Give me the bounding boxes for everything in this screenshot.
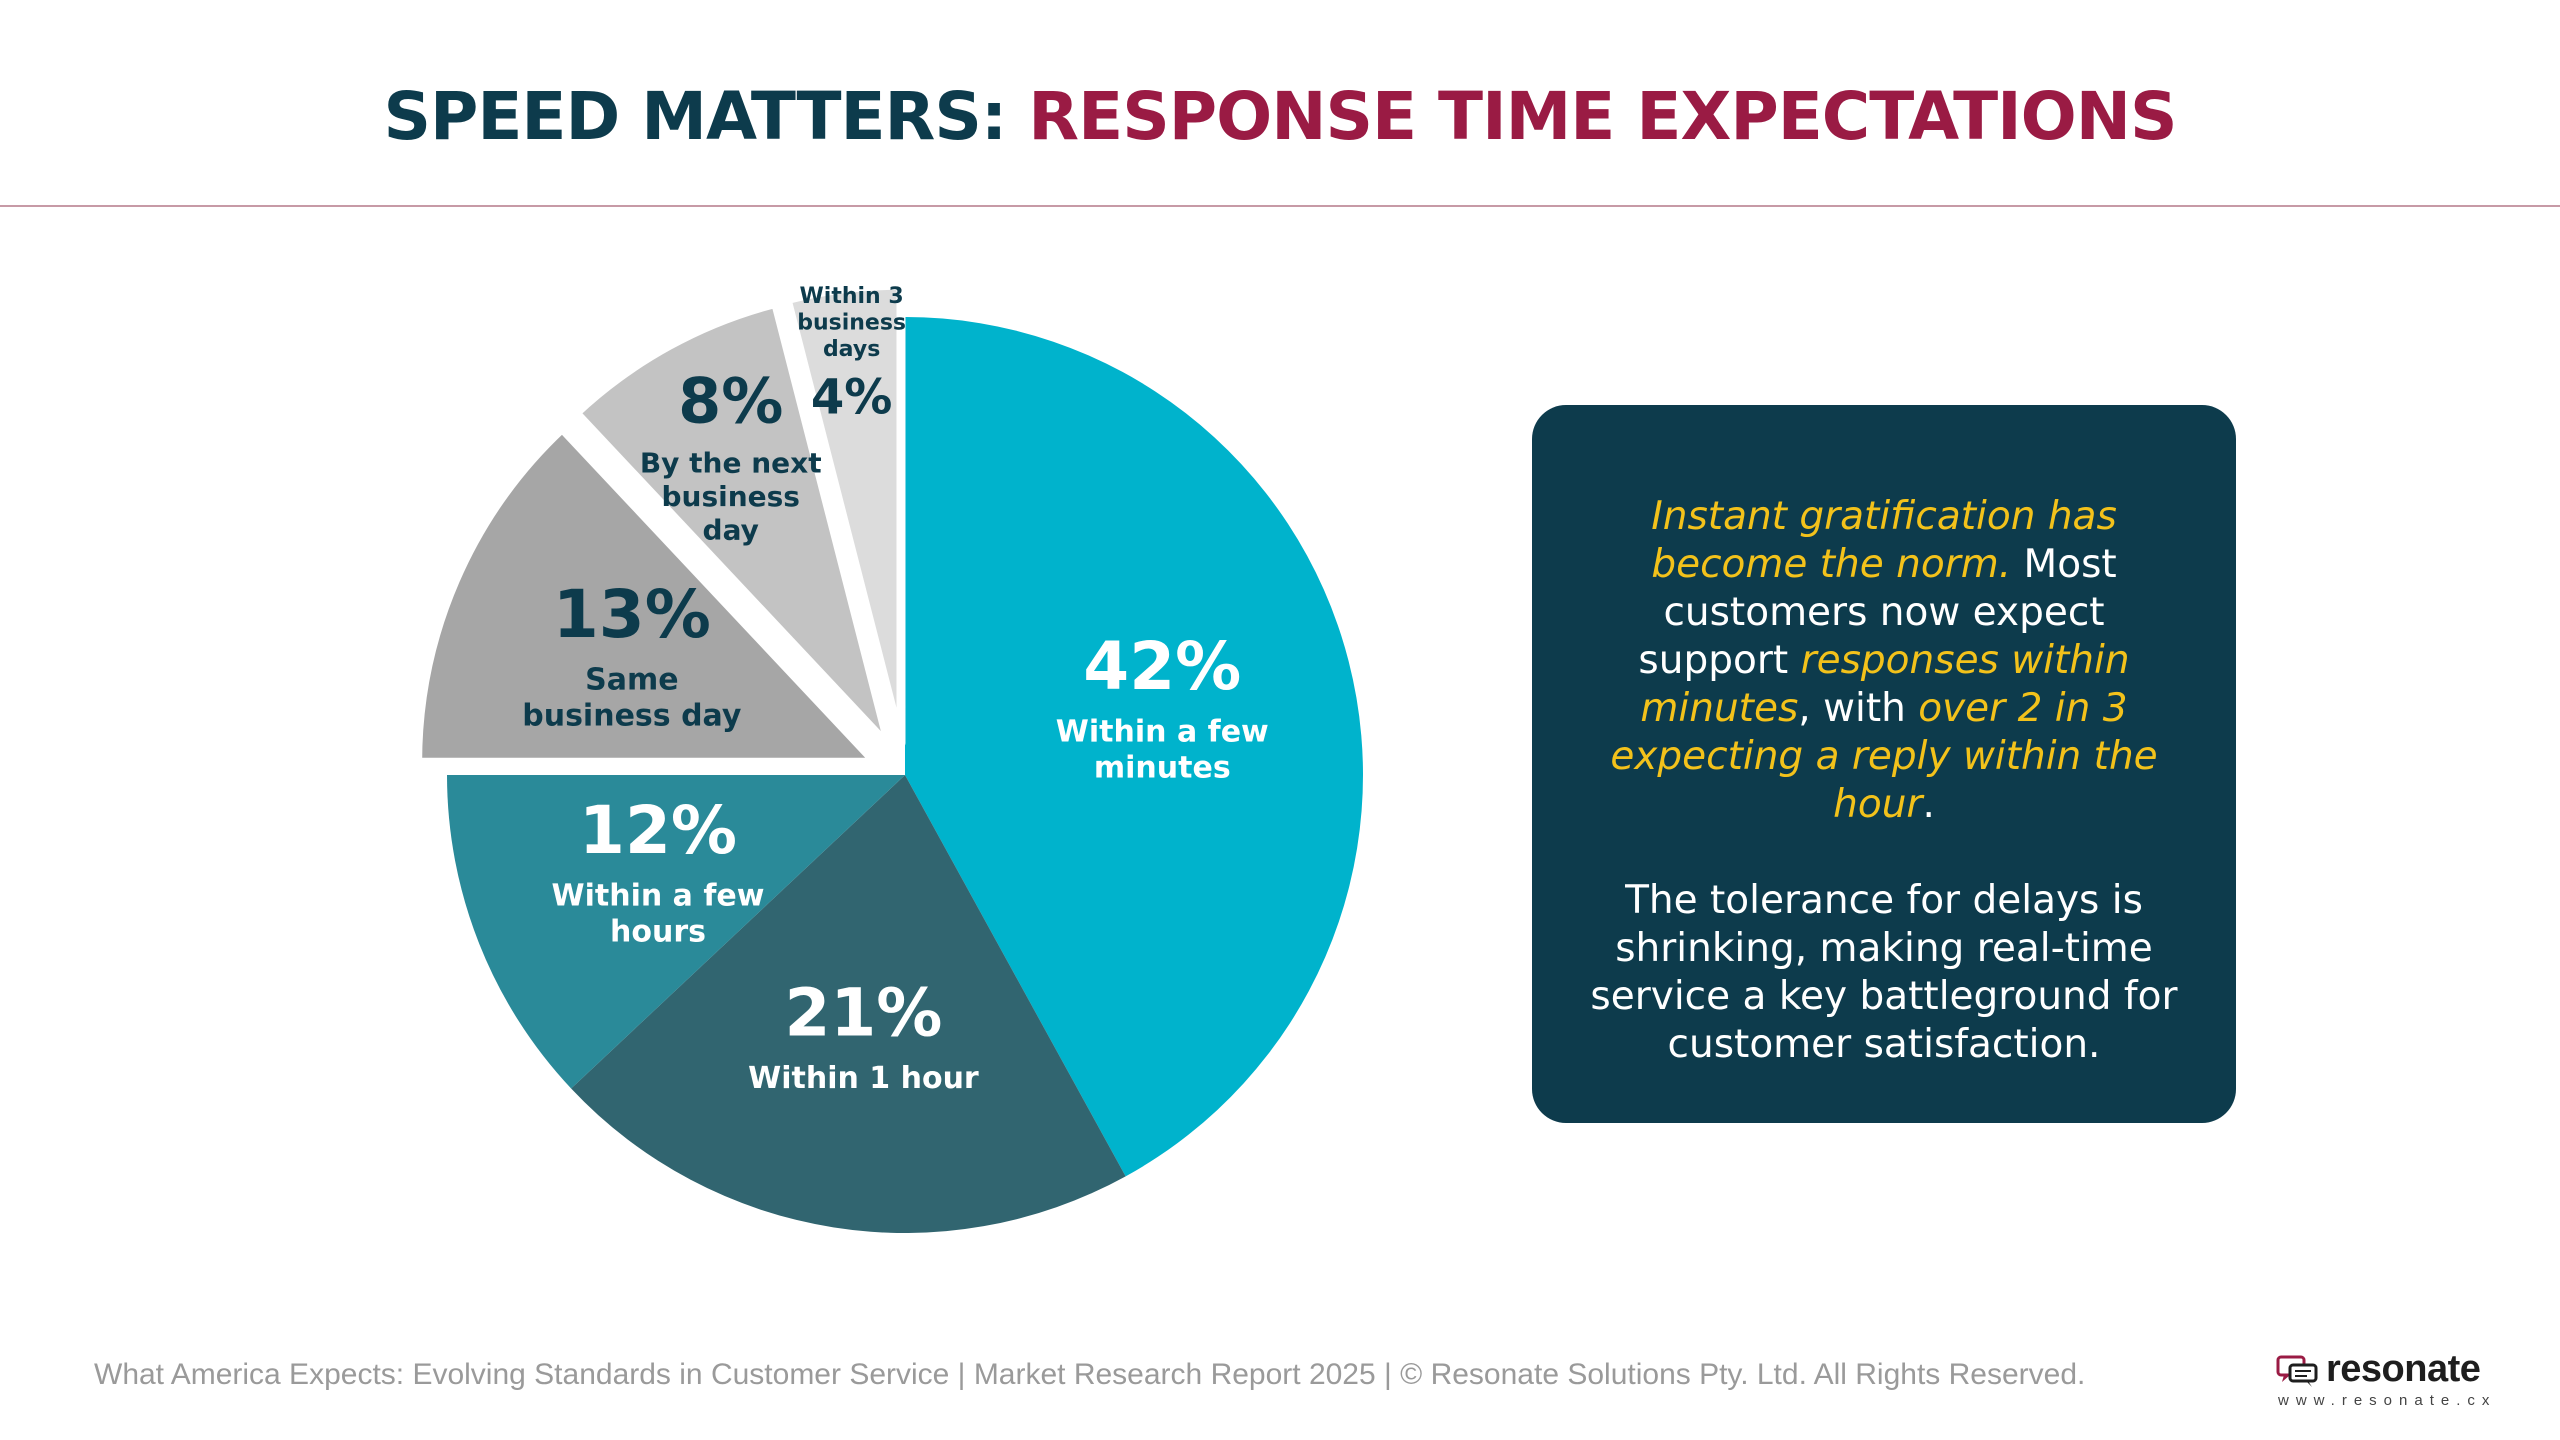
pie-slice-within-a-few-minutes: [905, 316, 1364, 1177]
title-prefix: SPEED MATTERS:: [383, 78, 1007, 155]
slice-category-label-within-3-business-days: Within 3: [800, 284, 904, 309]
callout-paragraph-2: The tolerance for delays is shrinking, m…: [1590, 878, 2178, 1067]
slice-category-label-by-the-next-business-day: day: [703, 514, 759, 547]
callout-text: Most customers now expect support: [1638, 542, 2117, 683]
slice-value-label-within-a-few-hours: 12%: [579, 792, 737, 869]
slice-value-label-same-business-day: 13%: [553, 576, 711, 653]
slice-value-label-within-1-hour: 21%: [784, 974, 942, 1051]
slice-category-label-within-a-few-hours: Within a few: [552, 879, 765, 914]
slice-category-label-within-1-hour: Within 1 hour: [748, 1061, 979, 1096]
slice-value-label-by-the-next-business-day: 8%: [678, 364, 783, 437]
pie-slice-within-3-business-days: [782, 280, 906, 748]
page-title: SPEED MATTERS: RESPONSE TIME EXPECTATION…: [0, 78, 2560, 155]
callout-text: , with: [1798, 686, 1919, 731]
slice-category-label-within-3-business-days: days: [823, 337, 880, 362]
chat-bubbles-icon: [2276, 1355, 2318, 1387]
slice-category-label-same-business-day: Same: [585, 663, 678, 698]
slice-category-label-within-a-few-minutes: minutes: [1094, 751, 1231, 786]
callout-paragraph-1: Instant gratification has become the nor…: [1588, 493, 2180, 829]
slice-category-label-within-a-few-minutes: Within a few: [1056, 715, 1269, 750]
footer-text: What America Expects: Evolving Standards…: [94, 1358, 2086, 1391]
slice-value-label-within-a-few-minutes: 42%: [1083, 628, 1241, 705]
slice-category-label-within-3-business-days: business: [797, 310, 906, 335]
logo-wordmark: resonate: [2326, 1348, 2481, 1390]
slice-category-label-by-the-next-business-day: business: [661, 480, 800, 513]
callout-highlight: responses within minutes: [1640, 638, 2130, 731]
resonate-logo: resonate www.resonate.cx: [2272, 1348, 2492, 1412]
pie-slice-within-a-few-hours: [447, 775, 905, 1089]
slice-category-label-same-business-day: business day: [522, 699, 742, 734]
logo-url: www.resonate.cx: [2278, 1392, 2497, 1409]
pie-slice-within-1-hour: [571, 775, 1126, 1233]
slice-category-label-within-a-few-hours: hours: [610, 915, 706, 950]
callout-highlight: Instant gratification has become the nor…: [1651, 494, 2117, 587]
callout-highlight: over 2 in 3 expecting a reply within the…: [1610, 686, 2158, 827]
pie-slice-by-the-next-business-day: [571, 298, 895, 752]
slice-category-label-by-the-next-business-day: By the next: [640, 446, 822, 479]
pie-slice-same-business-day: [413, 423, 881, 767]
slice-value-label-within-3-business-days: 4%: [811, 369, 893, 425]
insight-callout: Instant gratification has become the nor…: [1532, 405, 2236, 1123]
title-main: RESPONSE TIME EXPECTATIONS: [1028, 78, 2177, 155]
callout-text: .: [1922, 782, 1935, 827]
title-divider: [0, 205, 2560, 207]
